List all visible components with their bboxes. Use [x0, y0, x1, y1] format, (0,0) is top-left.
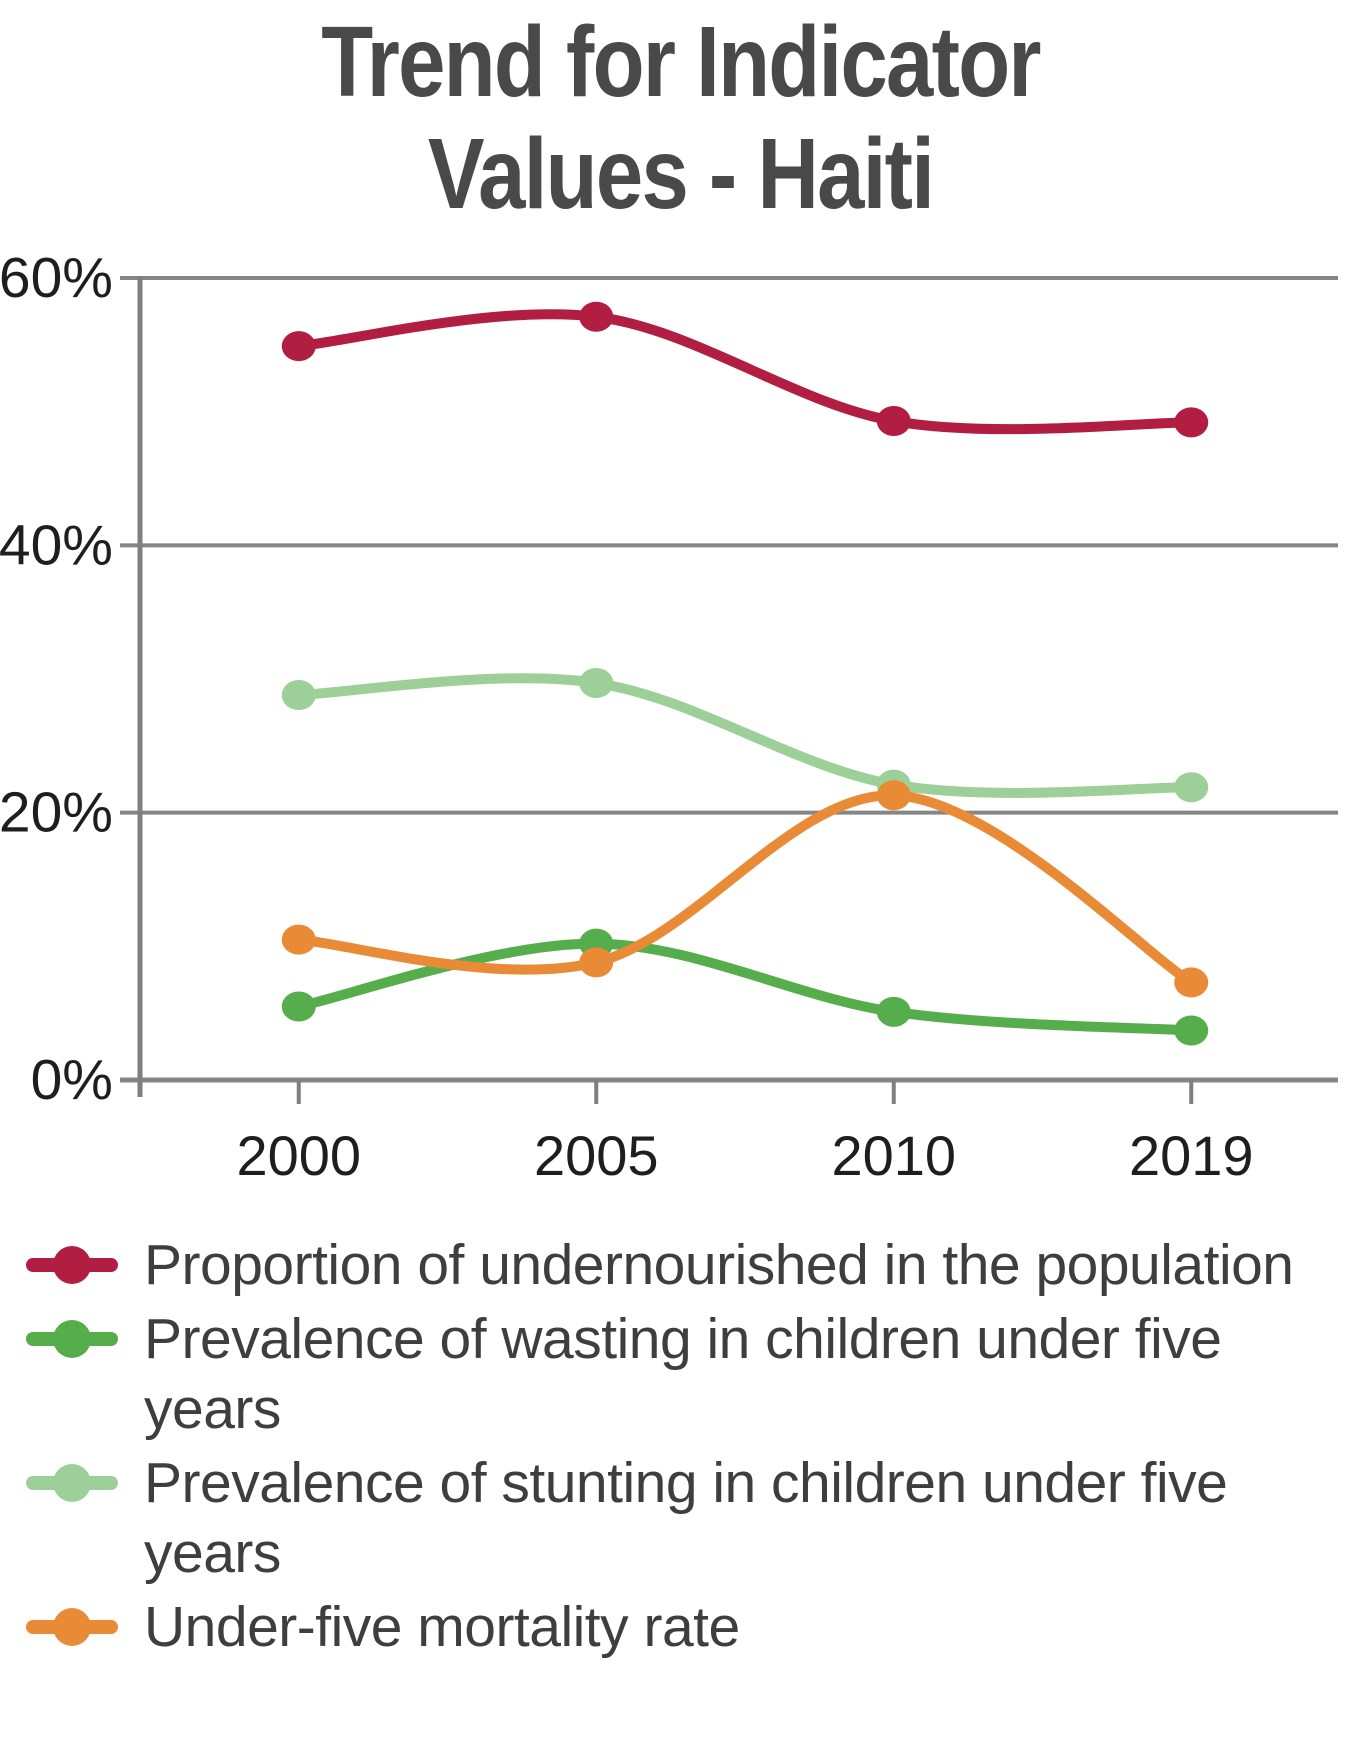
- data-point-wasting-2010[interactable]: [876, 996, 911, 1027]
- legend-dot-swatch: [53, 1320, 91, 1358]
- y-axis-label-60%: 60%: [0, 246, 113, 310]
- data-point-under-five-mortality-2000[interactable]: [281, 924, 316, 955]
- legend-label: Proportion of undernourished in the popu…: [144, 1233, 1294, 1297]
- data-point-stunting-2019[interactable]: [1174, 772, 1209, 803]
- data-point-wasting-2000[interactable]: [281, 991, 316, 1022]
- data-point-under-five-mortality-2010[interactable]: [876, 780, 911, 811]
- data-point-under-five-mortality-2019[interactable]: [1174, 967, 1209, 998]
- data-point-undernourished-2005[interactable]: [579, 301, 614, 332]
- legend-label: Under-five mortality rate: [144, 1595, 740, 1659]
- series-line-stunting: [293, 673, 1197, 798]
- chart-title: Trend for Indicator Values - Haiti: [102, 6, 1259, 230]
- chart-title-line-2: Values - Haiti: [427, 118, 935, 230]
- legend-dot-swatch: [53, 1608, 91, 1646]
- y-axis-label-0%: 0%: [31, 1048, 113, 1112]
- legend-dot-swatch: [53, 1464, 91, 1502]
- legend-item-wasting[interactable]: Prevalence of wasting in children under …: [26, 1304, 1351, 1444]
- legend-marker-undernourished-icon: [26, 1230, 118, 1300]
- series-line-undernourished: [293, 309, 1197, 435]
- x-axis-label-2010: 2010: [831, 1124, 956, 1187]
- legend-marker-under-five-mortality-icon: [26, 1592, 118, 1662]
- data-point-undernourished-2000[interactable]: [281, 331, 316, 362]
- data-point-stunting-2005[interactable]: [579, 668, 614, 699]
- legend-dot-swatch: [53, 1246, 91, 1284]
- data-point-undernourished-2019[interactable]: [1174, 407, 1209, 438]
- y-axis-label-20%: 20%: [0, 781, 113, 845]
- legend-item-stunting[interactable]: Prevalence of stunting in children under…: [26, 1448, 1351, 1588]
- chart-legend: Proportion of undernourished in the popu…: [26, 1230, 1351, 1666]
- x-axis-label-2005: 2005: [534, 1124, 659, 1187]
- series-line-wasting: [293, 938, 1197, 1036]
- chart-title-line-1: Trend for Indicator: [321, 6, 1041, 118]
- series-line-under-five-mortality: [293, 790, 1197, 988]
- data-point-wasting-2019[interactable]: [1174, 1015, 1209, 1046]
- legend-label: Prevalence of wasting in children under …: [144, 1307, 1222, 1441]
- data-point-under-five-mortality-2005[interactable]: [579, 947, 614, 978]
- x-axis-label-2000: 2000: [236, 1124, 361, 1187]
- legend-item-undernourished[interactable]: Proportion of undernourished in the popu…: [26, 1230, 1351, 1300]
- legend-marker-wasting-icon: [26, 1304, 118, 1374]
- data-point-stunting-2000[interactable]: [281, 680, 316, 711]
- x-axis-label-2019: 2019: [1129, 1124, 1254, 1187]
- trend-line-chart: 60% 40% 20% 0% 2000 2005 2010 2019: [0, 246, 1338, 1187]
- legend-item-under-five-mortality[interactable]: Under-five mortality rate: [26, 1592, 1351, 1662]
- legend-label: Prevalence of stunting in children under…: [144, 1451, 1228, 1585]
- legend-marker-stunting-icon: [26, 1448, 118, 1518]
- y-axis-label-40%: 40%: [0, 513, 113, 577]
- data-point-undernourished-2010[interactable]: [876, 406, 911, 437]
